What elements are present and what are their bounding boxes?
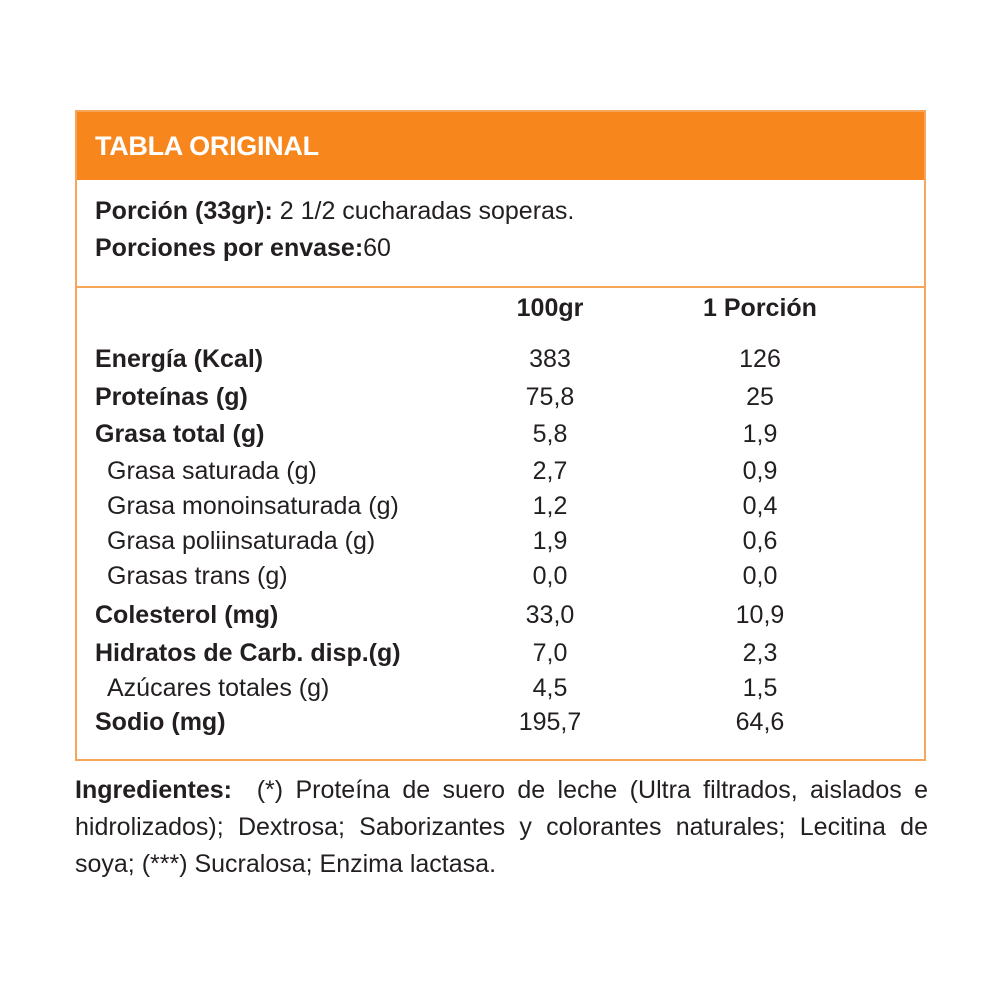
value-portion: 0,9 xyxy=(742,457,778,485)
value-portion: 0,4 xyxy=(742,492,778,520)
nutrient-label: Colesterol (mg) xyxy=(95,601,279,629)
nutrient-row: Grasa monoinsaturada (g) 1,2 0,4 xyxy=(77,492,924,526)
value-100gr: 0,0 xyxy=(532,562,568,590)
value-100gr: 2,7 xyxy=(532,457,568,485)
value-100gr: 33,0 xyxy=(525,601,575,629)
nutrient-label: Azúcares totales (g) xyxy=(107,674,330,702)
column-header-100gr: 100gr xyxy=(516,294,584,322)
ingredients-label: Ingredientes: xyxy=(75,776,232,804)
value-portion: 0,6 xyxy=(742,527,778,555)
servings-line: Porciones por envase:60 xyxy=(95,234,391,263)
ingredients: Ingredientes: (*) Proteína de suero de l… xyxy=(75,772,928,883)
value-portion: 64,6 xyxy=(735,708,785,736)
portion-line: Porción (33gr): 2 1/2 cucharadas soperas… xyxy=(95,197,574,226)
value-portion: 0,0 xyxy=(742,562,778,590)
nutrient-label: Grasas trans (g) xyxy=(107,562,288,590)
nutrient-label: Energía (Kcal) xyxy=(95,345,264,373)
nutrient-label: Grasa monoinsaturada (g) xyxy=(107,492,399,520)
value-100gr: 75,8 xyxy=(525,383,575,411)
column-header-portion: 1 Porción xyxy=(703,294,817,322)
value-100gr: 4,5 xyxy=(532,674,568,702)
nutrient-row: Sodio (mg) 195,7 64,6 xyxy=(77,708,924,742)
servings-value: 60 xyxy=(363,234,391,262)
nutrient-row: Proteínas (g) 75,8 25 xyxy=(77,383,924,417)
table-header: TABLA ORIGINAL xyxy=(77,112,924,180)
nutrient-label: Grasa total (g) xyxy=(95,420,265,448)
portion-value: 2 1/2 cucharadas soperas. xyxy=(279,197,575,225)
nutrient-row: Azúcares totales (g) 4,5 1,5 xyxy=(77,674,924,708)
value-100gr: 1,9 xyxy=(532,527,568,555)
nutrient-row: Hidratos de Carb. disp.(g) 7,0 2,3 xyxy=(77,639,924,673)
nutrient-row: Grasas trans (g) 0,0 0,0 xyxy=(77,562,924,596)
table-title: TABLA ORIGINAL xyxy=(95,131,319,161)
nutrient-label: Hidratos de Carb. disp.(g) xyxy=(95,639,401,667)
nutrient-label: Grasa poliinsaturada (g) xyxy=(107,527,376,555)
value-100gr: 5,8 xyxy=(532,420,568,448)
ingredients-text: (*) Proteína de suero de leche (Ultra fi… xyxy=(75,776,928,878)
value-100gr: 7,0 xyxy=(532,639,568,667)
value-100gr: 1,2 xyxy=(532,492,568,520)
nutrient-row: Colesterol (mg) 33,0 10,9 xyxy=(77,601,924,635)
value-portion: 10,9 xyxy=(735,601,785,629)
value-100gr: 195,7 xyxy=(518,708,582,736)
nutrition-table: TABLA ORIGINAL Porción (33gr): 2 1/2 cuc… xyxy=(75,110,926,761)
value-100gr: 383 xyxy=(529,345,571,373)
value-portion: 25 xyxy=(746,383,774,411)
value-portion: 1,5 xyxy=(742,674,778,702)
nutrient-row: Energía (Kcal) 383 126 xyxy=(77,345,924,379)
value-portion: 2,3 xyxy=(742,639,778,667)
nutrient-row: Grasa saturada (g) 2,7 0,9 xyxy=(77,457,924,491)
nutrient-label: Proteínas (g) xyxy=(95,383,248,411)
servings-label: Porciones por envase: xyxy=(95,234,364,262)
portion-label: Porción (33gr): xyxy=(95,197,273,225)
nutrient-label: Grasa saturada (g) xyxy=(107,457,317,485)
nutrient-label: Sodio (mg) xyxy=(95,708,226,736)
value-portion: 1,9 xyxy=(742,420,778,448)
nutrient-row: Grasa total (g) 5,8 1,9 xyxy=(77,420,924,454)
value-portion: 126 xyxy=(739,345,781,373)
divider xyxy=(77,286,924,288)
nutrient-row: Grasa poliinsaturada (g) 1,9 0,6 xyxy=(77,527,924,561)
